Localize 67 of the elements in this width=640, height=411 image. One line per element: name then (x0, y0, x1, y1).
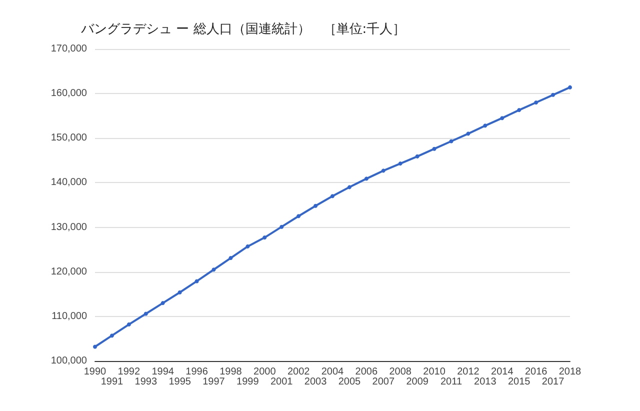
y-tick-label: 100,000 (50, 356, 88, 366)
x-tick-label: 2018 (558, 366, 582, 378)
point (126, 322, 131, 326)
x-tick-label: 1996 (186, 366, 208, 378)
x-tick-label: 1990 (84, 366, 107, 378)
x-tick-label: 2010 (423, 366, 446, 378)
x-tick-label: 1992 (118, 366, 140, 378)
point (449, 139, 454, 144)
point (194, 279, 199, 284)
point (381, 168, 386, 173)
x-tick-label: 2000 (254, 366, 276, 378)
point (110, 334, 114, 338)
x-tick-label: 1995 (168, 376, 192, 388)
point (517, 108, 522, 112)
x-tick-label: 1991 (100, 376, 124, 388)
point (262, 236, 267, 240)
x-tick-label: 2001 (270, 376, 294, 388)
x-tick-label: 1994 (152, 366, 174, 378)
y-tick-label: 130,000 (50, 222, 88, 233)
point (280, 224, 284, 229)
point (364, 176, 368, 181)
point (160, 301, 165, 306)
point (500, 116, 504, 120)
y-tick-label: 170,000 (50, 44, 88, 54)
point (415, 154, 420, 158)
point (347, 185, 352, 190)
point (398, 162, 402, 166)
y-tick-label: 150,000 (50, 132, 88, 144)
x-tick-label: 2013 (474, 376, 497, 388)
point (432, 146, 436, 151)
x-tick-label: 2002 (287, 366, 310, 378)
point (534, 100, 538, 104)
x-tick-label: 2003 (304, 376, 328, 388)
y-tick-label: 160,000 (50, 88, 88, 100)
x-tick-label: 2014 (491, 366, 514, 378)
point (212, 268, 216, 272)
x-tick-label: 1999 (236, 376, 260, 388)
x-tick-label: 2015 (508, 376, 531, 388)
point (178, 290, 182, 294)
x-tick-label: 1997 (202, 376, 226, 388)
x-tick-label: 2005 (338, 376, 362, 388)
x-tick-label: 2012 (457, 366, 480, 378)
x-tick-label: 1998 (220, 366, 242, 378)
point (296, 214, 301, 218)
point (314, 204, 318, 208)
y-tick-label: 120,000 (50, 266, 88, 278)
x-tick-label: 2017 (542, 376, 565, 388)
x-tick-label: 2004 (321, 366, 344, 378)
point (93, 344, 97, 349)
point (144, 312, 148, 316)
point (483, 124, 488, 128)
x-tick-label: 2016 (524, 366, 548, 378)
chart-title: バングラデシュ ー 総人口（国連統計） ［単位:千人］ (80, 22, 406, 37)
x-tick-label: 2011 (440, 376, 462, 388)
y-tick-label: 110,000 (52, 310, 88, 322)
point (246, 244, 250, 248)
y-tick-label: 140,000 (50, 177, 88, 188)
x-tick-label: 2007 (372, 376, 395, 388)
point (228, 256, 233, 260)
point (466, 132, 470, 136)
x-tick-label: 1993 (134, 376, 158, 388)
point (568, 85, 572, 90)
point (330, 194, 334, 198)
point (551, 92, 556, 97)
x-tick-label: 2006 (355, 366, 378, 378)
x-tick-label: 2009 (406, 376, 429, 388)
x-tick-label: 2008 (389, 366, 412, 378)
